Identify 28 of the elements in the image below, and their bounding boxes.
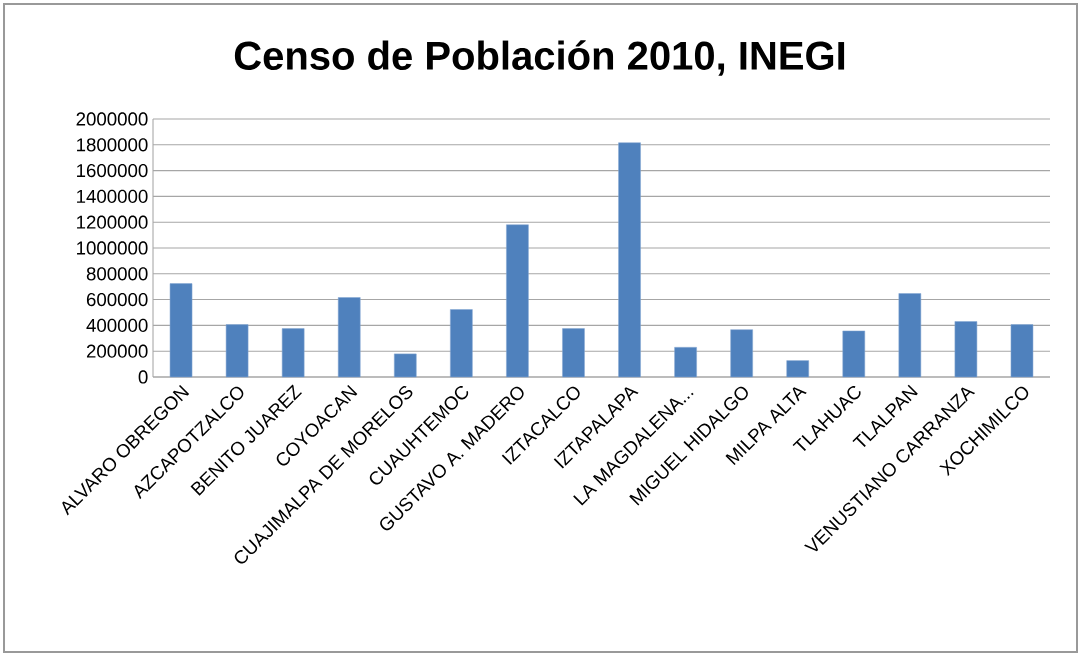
y-tick-label: 1400000 — [77, 189, 148, 203]
bar — [954, 321, 978, 378]
y-tick-label: 0 — [138, 370, 148, 384]
y-tick-label: 1000000 — [77, 241, 148, 255]
bar — [618, 142, 641, 378]
bar — [225, 324, 249, 378]
bar — [730, 329, 753, 378]
bar — [281, 328, 305, 378]
bar — [786, 360, 809, 378]
y-tick-label: 200000 — [86, 344, 148, 358]
bar — [898, 293, 922, 378]
chart-title: Censo de Población 2010, INEGI — [234, 40, 845, 76]
y-tick-label: 600000 — [86, 292, 148, 307]
y-tick-label: 400000 — [86, 318, 148, 332]
bar — [1010, 324, 1034, 378]
bar — [506, 224, 529, 378]
y-tick-label: 1200000 — [77, 215, 148, 229]
bar — [337, 297, 361, 378]
y-tick-label: 1800000 — [77, 138, 148, 152]
y-tick-label: 1600000 — [77, 163, 148, 178]
bar — [450, 309, 473, 378]
y-tick-label: 800000 — [86, 267, 148, 281]
y-tick-label: 2000000 — [76, 112, 148, 126]
bar — [169, 283, 193, 378]
bar — [562, 328, 585, 378]
bar — [674, 347, 697, 378]
bar — [394, 353, 417, 378]
bar — [842, 330, 866, 378]
